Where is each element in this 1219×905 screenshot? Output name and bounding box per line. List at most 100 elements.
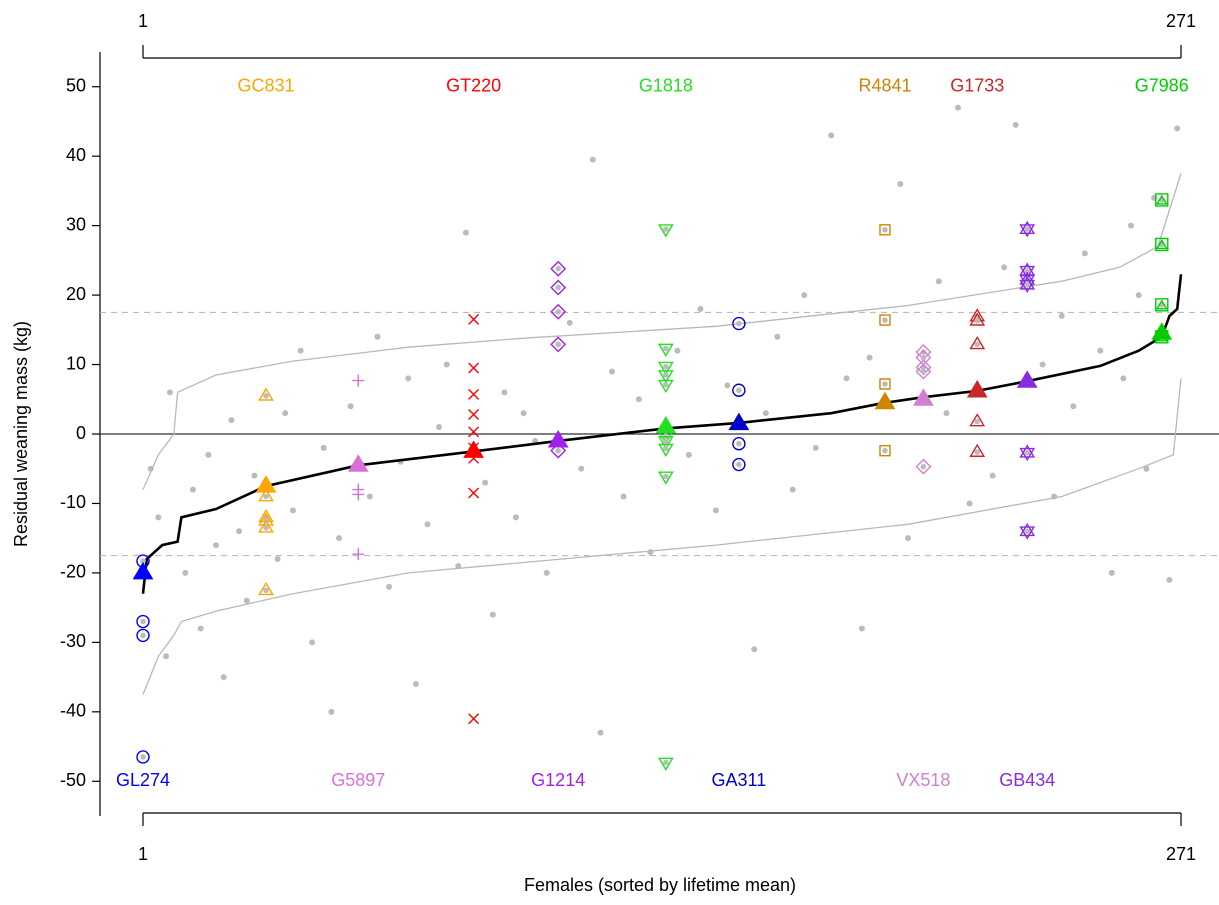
background-point [789, 486, 796, 493]
point-dot [1024, 281, 1031, 288]
individual-point [136, 614, 150, 629]
point-dot [663, 226, 669, 232]
background-point [501, 389, 508, 396]
y-tick-label: 40 [66, 145, 86, 165]
background-point [635, 396, 642, 403]
individual-point [969, 443, 986, 457]
individual-point [136, 750, 150, 764]
background-point [674, 347, 681, 354]
individual-point [915, 458, 932, 475]
y-tick-label: -30 [60, 631, 86, 651]
background-point [1135, 292, 1142, 299]
background-point [685, 451, 692, 458]
background-point [905, 535, 912, 542]
point-dot [1024, 267, 1031, 274]
individual-point [352, 548, 365, 561]
background-point [213, 542, 220, 549]
point-dot [663, 381, 669, 388]
background-point [166, 389, 173, 396]
x-tick-label: 271 [1166, 844, 1196, 864]
point-dot [974, 449, 981, 455]
individual-point [1019, 276, 1036, 294]
x-axis-title: Females (sorted by lifetime mean) [524, 875, 796, 895]
individual-point [352, 488, 365, 501]
background-point [336, 535, 343, 542]
individual-point [657, 343, 674, 357]
background-point [1108, 569, 1115, 576]
point-dot [140, 558, 146, 564]
background-point [405, 375, 412, 382]
background-point [436, 424, 443, 431]
individual-point [1155, 298, 1169, 312]
background-point [1174, 125, 1181, 132]
background-point [374, 333, 381, 340]
individual-point [258, 387, 274, 401]
y-tick-label: 30 [66, 214, 86, 234]
point-dot [1024, 449, 1031, 456]
background-point [320, 444, 327, 451]
background-point [858, 625, 865, 632]
individual-point [468, 409, 480, 421]
background-point [489, 611, 496, 618]
background-point [243, 597, 250, 604]
y-tick-label: -40 [60, 701, 86, 721]
x-tick-label: 1 [138, 844, 148, 864]
individual-point [1155, 193, 1169, 207]
background-point [943, 410, 950, 417]
background-point [597, 729, 604, 736]
individual-point [879, 224, 891, 236]
background-point [182, 569, 189, 576]
individual-mean [874, 391, 896, 410]
individual-point [468, 487, 480, 499]
background-point [282, 410, 289, 417]
individual-mean [255, 475, 277, 493]
background-point [462, 229, 469, 236]
background-point [828, 132, 835, 139]
y-tick-label: 0 [76, 423, 86, 443]
background-point [866, 354, 873, 361]
point-dot [974, 341, 981, 348]
background-point [1039, 361, 1046, 368]
upper-envelope [142, 173, 1182, 490]
background-point [328, 708, 335, 715]
background-point [455, 562, 462, 569]
point-dot [920, 354, 927, 361]
individual-label: GL274 [116, 770, 170, 790]
individual-point [1155, 237, 1169, 252]
background-point [347, 403, 354, 410]
background-point [1097, 347, 1104, 354]
x-tick-label: 1 [138, 11, 148, 31]
individual-mean [655, 416, 677, 434]
y-tick-label: -10 [60, 492, 86, 512]
individual-label: VX518 [896, 770, 950, 790]
individual-point [657, 757, 674, 771]
individual-point [657, 361, 674, 376]
individual-point [1019, 444, 1036, 462]
y-tick-label: -20 [60, 562, 86, 582]
y-axis-title: Residual weaning mass (kg) [11, 321, 31, 547]
individual-point [657, 471, 674, 485]
point-dot [263, 587, 269, 594]
background-point [566, 319, 573, 326]
background-point [424, 521, 431, 528]
background-point [589, 156, 596, 163]
background-point [512, 514, 519, 521]
background-point [366, 493, 373, 500]
background-point [220, 674, 227, 681]
individual-mean [728, 412, 750, 431]
background-point [620, 493, 627, 500]
background-point [955, 104, 962, 111]
background-point [578, 465, 585, 472]
individual-mean [132, 561, 154, 580]
point-dot [882, 381, 888, 387]
individual-point [258, 519, 274, 533]
background-point [228, 417, 235, 424]
individual-point [1019, 220, 1036, 238]
background-point [935, 278, 942, 285]
individual-point [879, 444, 891, 457]
point-dot [663, 759, 669, 766]
individual-point [657, 443, 674, 457]
y-tick-label: 20 [66, 284, 86, 304]
point-dot [736, 440, 742, 447]
background-point [1166, 576, 1173, 583]
